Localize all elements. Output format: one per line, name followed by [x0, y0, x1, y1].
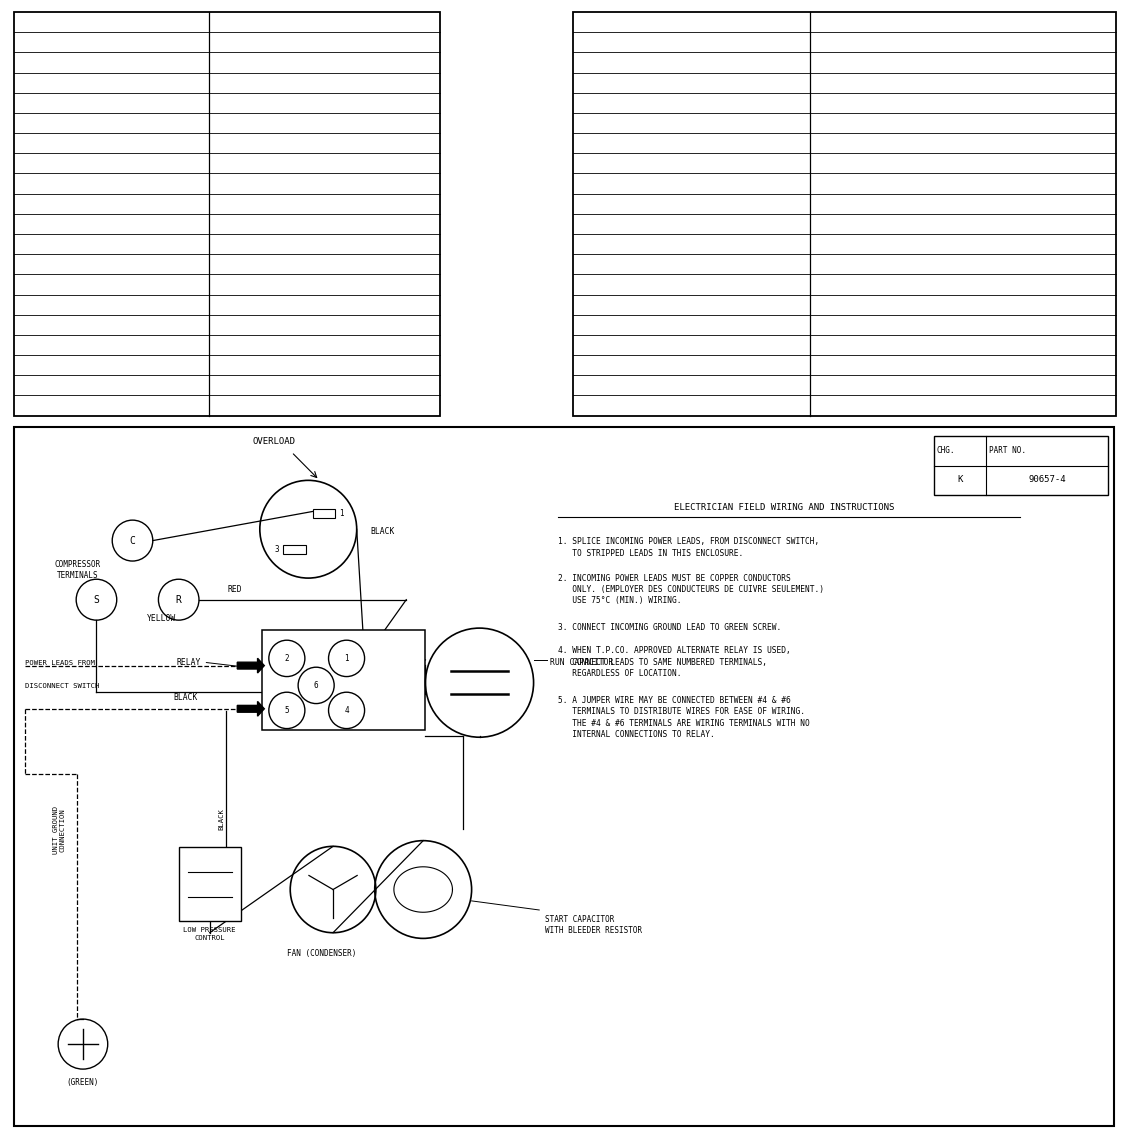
Text: 5. A JUMPER WIRE MAY BE CONNECTED BETWEEN #4 & #6
   TERMINALS TO DISTRIBUTE WIR: 5. A JUMPER WIRE MAY BE CONNECTED BETWEE…	[558, 695, 810, 739]
Text: LOW PRESSURE
CONTROL: LOW PRESSURE CONTROL	[184, 927, 236, 940]
Text: COMPRESSOR
TERMINALS: COMPRESSOR TERMINALS	[54, 560, 100, 580]
Bar	[178, 848, 240, 922]
Text: DISCONNECT SWITCH: DISCONNECT SWITCH	[26, 683, 100, 688]
Text: K: K	[957, 476, 962, 485]
Text: 5: 5	[284, 706, 289, 715]
Text: FAN (CONDENSER): FAN (CONDENSER)	[288, 949, 356, 958]
Text: POWER LEADS FROM: POWER LEADS FROM	[26, 660, 96, 666]
Bar	[262, 630, 425, 731]
FancyArrow shape	[237, 658, 264, 673]
Text: 3. CONNECT INCOMING GROUND LEAD TO GREEN SCREW.: 3. CONNECT INCOMING GROUND LEAD TO GREEN…	[558, 622, 782, 632]
Text: BLACK: BLACK	[219, 808, 224, 830]
Text: 1: 1	[344, 654, 349, 662]
Text: 1. SPLICE INCOMING POWER LEADS, FROM DISCONNECT SWITCH,
   TO STRIPPED LEADS IN : 1. SPLICE INCOMING POWER LEADS, FROM DIS…	[558, 537, 820, 558]
Text: OVERLOAD: OVERLOAD	[253, 437, 296, 446]
Text: RUN CAPACITOR: RUN CAPACITOR	[550, 658, 614, 667]
Bar	[283, 545, 306, 554]
Text: UNIT GROUND
CONNECTION: UNIT GROUND CONNECTION	[53, 807, 65, 855]
Text: 4. WHEN T.P.CO. APPROVED ALTERNATE RELAY IS USED,
   CONNECT LEADS TO SAME NUMBE: 4. WHEN T.P.CO. APPROVED ALTERNATE RELAY…	[558, 646, 791, 678]
Text: 4: 4	[344, 706, 349, 715]
Bar	[15, 13, 440, 415]
Text: RELAY: RELAY	[177, 658, 201, 667]
Bar	[15, 427, 1113, 1125]
Text: 90657-4: 90657-4	[1029, 476, 1066, 485]
Text: 2: 2	[284, 654, 289, 662]
Text: START CAPACITOR
WITH BLEEDER RESISTOR: START CAPACITOR WITH BLEEDER RESISTOR	[545, 915, 642, 934]
FancyArrow shape	[237, 701, 264, 716]
Bar	[312, 509, 335, 518]
Text: 2. INCOMING POWER LEADS MUST BE COPPER CONDUCTORS
   ONLY. (EMPLOYER DES CONDUCT: 2. INCOMING POWER LEADS MUST BE COPPER C…	[558, 574, 825, 605]
Bar	[573, 13, 1116, 415]
Bar	[934, 436, 1108, 495]
Text: S: S	[94, 595, 99, 604]
Text: RED: RED	[228, 585, 243, 594]
Text: BLACK: BLACK	[174, 693, 197, 702]
Text: (GREEN): (GREEN)	[67, 1078, 99, 1087]
Text: ELECTRICIAN FIELD WIRING AND INSTRUCTIONS: ELECTRICIAN FIELD WIRING AND INSTRUCTION…	[673, 503, 893, 512]
Text: 1: 1	[338, 509, 343, 518]
Text: YELLOW: YELLOW	[147, 615, 176, 624]
Text: 6: 6	[314, 681, 318, 690]
Text: CHG.: CHG.	[937, 446, 955, 455]
Text: R: R	[176, 595, 182, 604]
Text: 3: 3	[274, 545, 279, 554]
Text: C: C	[130, 536, 135, 545]
Text: PART NO.: PART NO.	[989, 446, 1026, 455]
Text: BLACK: BLACK	[370, 527, 395, 536]
